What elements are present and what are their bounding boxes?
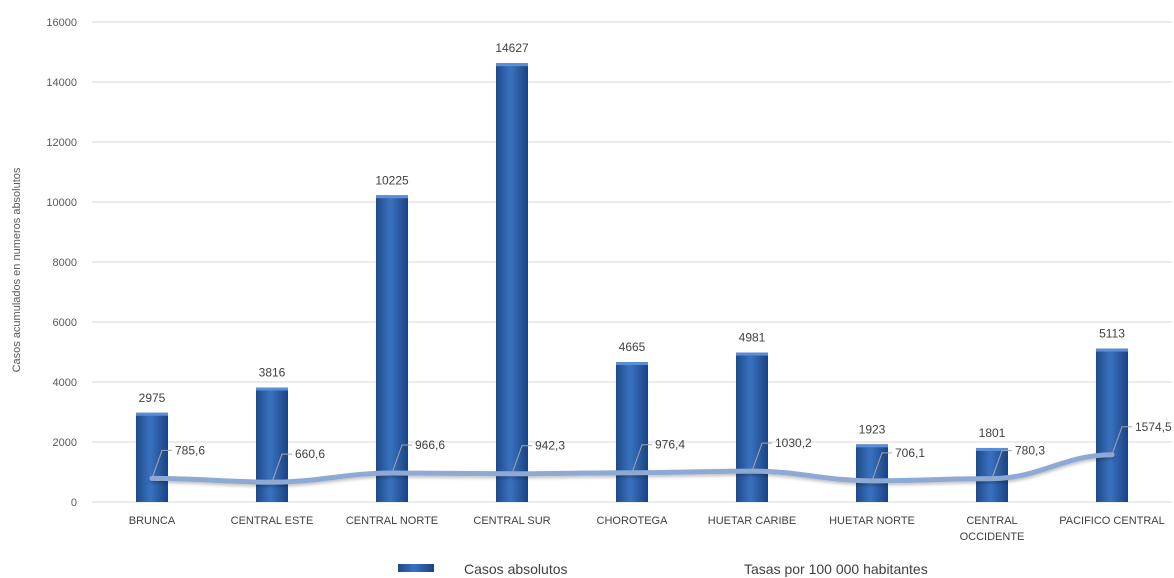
bar <box>976 447 1008 502</box>
leader-line <box>631 444 652 473</box>
leader-line <box>271 453 292 483</box>
leader-line <box>391 444 412 474</box>
bar-top-highlight <box>1096 348 1128 352</box>
bar <box>256 387 288 502</box>
bar-data-label: 10225 <box>375 173 409 187</box>
bar-top-highlight <box>736 352 768 356</box>
x-tick-label: CENTRAL NORTE <box>346 515 438 527</box>
x-tick-label: CHOROTEGA <box>597 515 669 527</box>
bar-top-highlight <box>376 195 408 199</box>
bar-top-highlight <box>496 63 528 67</box>
y-tick-label: 8000 <box>53 257 77 269</box>
x-tick-label: CENTRAL SUR <box>473 515 550 527</box>
x-tick-label: CENTRAL ESTE <box>231 515 314 527</box>
line-data-label: 1030,2 <box>775 436 812 450</box>
y-tick-label: 12000 <box>46 137 77 149</box>
legend-line-label: Tasas por 100 000 habitantes <box>744 561 928 577</box>
x-axis-labels: BRUNCA CENTRAL ESTE CENTRAL NORTE CENTRAL S… <box>129 515 1165 543</box>
leader-line <box>751 442 772 472</box>
y-tick-label: 10000 <box>46 197 77 209</box>
y-tick-label: 0 <box>71 497 77 509</box>
bar-series <box>136 63 1128 502</box>
bar-data-label: 4981 <box>739 331 766 345</box>
x-tick-label: OCCIDENTE <box>960 531 1025 543</box>
legend-item-bar: Casos absolutos <box>398 561 568 577</box>
x-tick-label: BRUNCA <box>129 515 176 527</box>
bar <box>136 412 168 502</box>
bar <box>736 352 768 502</box>
legend-bar-swatch <box>398 564 434 572</box>
bar-top-highlight <box>616 362 648 366</box>
bar-data-label: 14627 <box>495 41 529 55</box>
bar-data-label: 2975 <box>139 391 166 405</box>
y-axis-ticks: 0 2000 4000 6000 8000 10000 12000 14000 16000 <box>46 17 77 509</box>
line-data-label: 976,4 <box>655 438 685 452</box>
leader-line <box>871 452 892 481</box>
bar-data-label: 3816 <box>259 366 286 380</box>
bar-top-highlight <box>856 444 888 448</box>
legend-item-line: Tasas por 100 000 habitantes <box>666 561 928 577</box>
line-data-label: 785,6 <box>175 443 205 457</box>
x-tick-label: HUETAR NORTE <box>829 515 915 527</box>
line-data-label: 780,3 <box>1015 444 1045 458</box>
leader-line <box>151 449 172 479</box>
bar <box>1096 348 1128 502</box>
y-tick-label: 2000 <box>53 437 77 449</box>
x-tick-label: PACIFICO CENTRAL <box>1059 515 1165 527</box>
line-data-labels: 785,6 660,6 966,6 942,3 976,4 1030,2 706,1 780,… <box>151 420 1172 483</box>
leader-line <box>1111 426 1132 455</box>
legend: Casos absolutos Tasas por 100 000 habita… <box>398 561 928 577</box>
legend-bar-label: Casos absolutos <box>464 561 568 577</box>
leader-line <box>511 445 532 474</box>
line-data-label: 706,1 <box>895 446 925 460</box>
bar <box>496 63 528 502</box>
bar-data-label: 5113 <box>1099 327 1125 341</box>
y-tick-label: 4000 <box>53 377 77 389</box>
line-data-label: 966,6 <box>415 438 445 452</box>
y-tick-label: 14000 <box>46 77 77 89</box>
x-tick-label: CENTRAL <box>966 515 1017 527</box>
bar-top-highlight <box>976 447 1008 451</box>
bar-data-label: 1923 <box>859 422 886 436</box>
bar <box>856 444 888 502</box>
bar-data-label: 1801 <box>979 426 1006 440</box>
x-tick-label: HUETAR CARIBE <box>708 515 796 527</box>
line-data-label: 660,6 <box>295 447 325 461</box>
y-tick-label: 16000 <box>46 17 77 29</box>
y-axis-title: Casos acumulados en numeros absolutos <box>11 167 23 372</box>
bar-top-highlight <box>136 412 168 416</box>
bar <box>376 195 408 502</box>
line-data-label: 1574,5 <box>1135 420 1172 434</box>
leader-line <box>991 450 1012 479</box>
y-tick-label: 6000 <box>53 317 77 329</box>
bar <box>616 362 648 502</box>
line-data-label: 942,3 <box>535 439 565 453</box>
bar-top-highlight <box>256 387 288 391</box>
bar-data-label: 4665 <box>619 340 646 354</box>
bar-data-labels: 2975 3816 10225 14627 4665 4981 1923 1801 5113 <box>139 41 1126 440</box>
